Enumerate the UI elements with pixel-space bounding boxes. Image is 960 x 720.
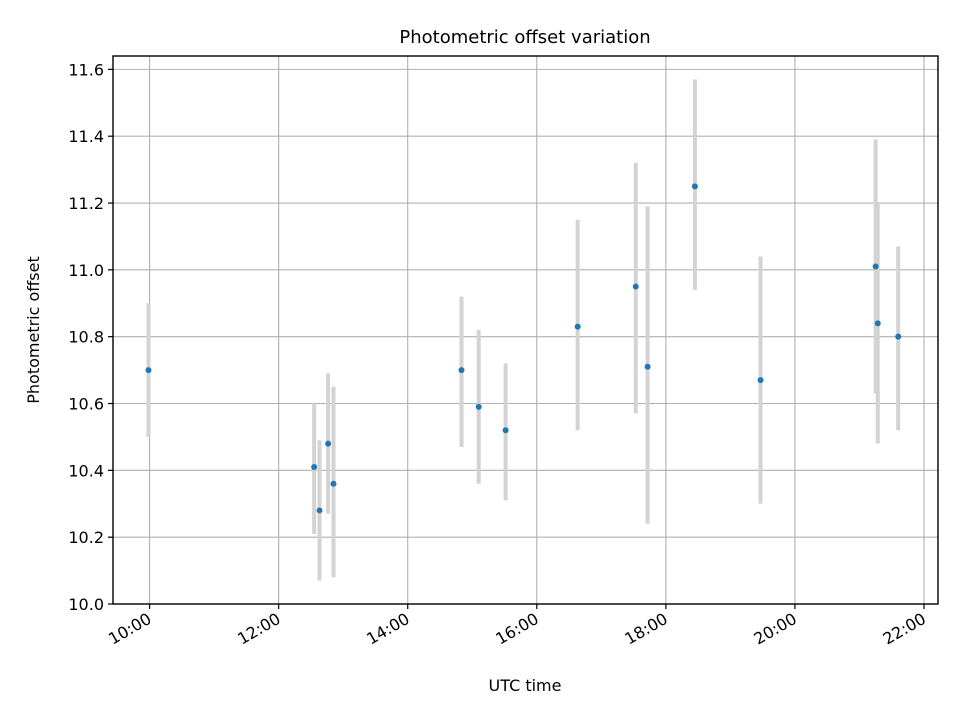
data-point <box>644 363 651 370</box>
data-point <box>895 333 902 340</box>
y-tick-label: 10.6 <box>68 395 104 414</box>
x-axis-label: UTC time <box>489 676 562 695</box>
data-point <box>502 427 509 434</box>
y-axis-ticks: 10.0 10.2 10.4 10.6 10.8 11.0 11.2 11.4 11.6 <box>68 60 113 614</box>
plot-frame <box>112 55 939 605</box>
y-tick-label: 11.6 <box>68 60 104 79</box>
data-point <box>874 320 881 327</box>
data-points <box>145 183 902 514</box>
y-tick-label: 11.0 <box>68 261 104 280</box>
data-point <box>691 183 698 190</box>
y-axis-label: Photometric offset <box>24 256 43 404</box>
data-point <box>458 367 465 374</box>
y-tick-label: 10.0 <box>68 595 104 614</box>
data-point <box>145 367 152 374</box>
data-point <box>574 323 581 330</box>
data-point <box>330 480 337 487</box>
data-point <box>325 440 332 447</box>
y-tick-label: 10.2 <box>68 528 104 547</box>
data-point <box>316 507 323 514</box>
chart-title: Photometric offset variation <box>399 27 650 48</box>
data-point <box>757 377 764 384</box>
data-point <box>311 464 318 470</box>
y-tick-label: 11.2 <box>68 194 104 213</box>
data-point <box>632 283 639 290</box>
y-tick-label: 10.4 <box>68 461 104 480</box>
data-point <box>475 403 482 410</box>
data-point <box>872 263 879 270</box>
y-tick-label: 10.8 <box>68 328 104 347</box>
y-tick-label: 11.4 <box>68 127 104 146</box>
